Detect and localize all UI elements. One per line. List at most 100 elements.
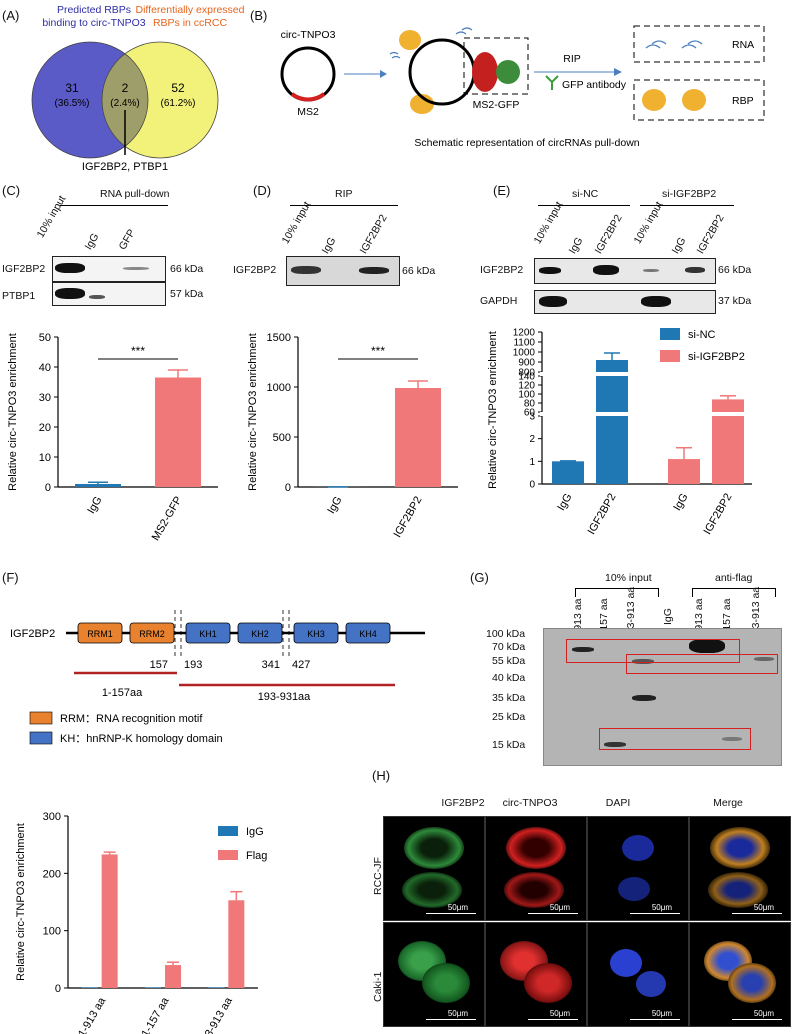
bar (165, 965, 181, 988)
y-tick-label: 1100 (513, 338, 535, 349)
ms2-protein (472, 52, 498, 92)
scale-bar-label: 50μm (753, 903, 774, 912)
chart-d-rip: 0 500 1000 1500 Relative circ-TNPO3 enrichme… (247, 332, 458, 540)
legend-label: si-NC (688, 329, 716, 341)
blot-row-label: IGF2BP2 (233, 264, 277, 276)
rna-fragment-icon (389, 51, 401, 59)
lane-label: 10% input (531, 199, 566, 246)
rna-fragment-icon (645, 40, 703, 49)
x-tick-label: IGF2BP2 (586, 492, 619, 537)
kda-marker: 66 kDa (170, 263, 204, 275)
column-header: Merge (713, 797, 743, 809)
lane-label: IgG (566, 235, 586, 256)
venn-left-count: 31 (65, 81, 79, 95)
y-tick-label: 120 (518, 381, 535, 392)
venn-shared-label: IGF2BP2, PTBP1 (82, 161, 168, 173)
y-tick-label: 60 (524, 408, 536, 419)
micro-rccjf-dapi: 50μm (587, 816, 689, 921)
y-tick-label: 300 (43, 811, 61, 823)
position-label: 157 (150, 659, 168, 671)
x-tick-label: MS2-GFP (150, 495, 185, 543)
y-tick-label: 10 (39, 452, 51, 464)
circ-tnpo3-label: circ-TNPO3 (281, 29, 336, 41)
axis-break (540, 372, 760, 376)
blot-row-label: IGF2BP2 (2, 263, 46, 275)
scale-bar-label: 50μm (651, 1009, 672, 1018)
y-tick-label: 0 (45, 482, 51, 494)
significance-label: *** (131, 344, 145, 358)
position-label: 193 (184, 659, 202, 671)
ms2gfp-label: MS2-GFP (473, 99, 520, 111)
micro-caki-circ: 50μm (485, 922, 587, 1027)
x-tick-label: IgG (671, 492, 690, 513)
y-tick-label: 3 (529, 412, 535, 423)
y-tick-label: 100 (43, 926, 61, 938)
legend-swatch (660, 350, 680, 362)
venn-right-title: Differentially expressed RBPs in ccRCC (135, 4, 245, 29)
axis-break (540, 412, 760, 416)
y-tick-label: 100 (518, 390, 535, 401)
group-label-anti-flag: anti-flag (715, 572, 753, 584)
micro-rccjf-merge: 50μm (689, 816, 791, 921)
rbp-label: RBP (732, 95, 754, 107)
legend-rrm-label: RRM：RNA recognition motif (60, 713, 203, 725)
column-header: DAPI (605, 797, 631, 809)
pulldown-header: RNA pull-down (100, 188, 170, 200)
lane-label: IgG (662, 608, 674, 625)
panel-label-d: (D) (253, 183, 272, 198)
legend-label: si-IGF2BP2 (688, 351, 745, 363)
panel-label-b: (B) (250, 8, 268, 23)
blot-e-gapdh (534, 290, 716, 314)
legend-swatch (218, 850, 238, 860)
arrow-2 (614, 68, 622, 76)
blot-rip-igf2bp2 (286, 256, 400, 286)
panel-label-h: (H) (372, 768, 391, 783)
domain-kh2 (237, 622, 283, 644)
panel-label-g: (G) (470, 570, 489, 585)
scale-bar-label: 50μm (447, 903, 468, 912)
lane-label: IgG (319, 235, 339, 256)
ms2-label: MS2 (297, 106, 319, 118)
y-tick-label: 0 (55, 983, 61, 995)
y-tick-label: 80 (524, 399, 536, 410)
kda-marker: 100 kDa (486, 628, 526, 640)
venn-mid-pct: (2.4%) (110, 98, 139, 109)
x-tick-label: IgG (85, 495, 104, 516)
domain-kh1 (185, 622, 231, 644)
kda-marker: 15 kDa (492, 739, 526, 751)
y-axis-label: Relative circ-TNPO3 enrichment (7, 333, 19, 491)
gel-image (543, 628, 782, 766)
bar (596, 360, 628, 484)
y-tick-label: 1500 (267, 332, 291, 344)
y-tick-label: 30 (39, 392, 51, 404)
ms2-tag (290, 92, 326, 102)
panel-label-a: (A) (2, 8, 20, 23)
lane-label: IGF2BP2 (357, 212, 390, 256)
chart-c-rna-pulldown: 0 10 20 30 40 50 Relative circ-TNPO3 enrichmen… (7, 332, 218, 543)
panel-label-f: (F) (2, 570, 19, 585)
y-tick-label: 500 (273, 432, 291, 444)
significance-label: *** (371, 344, 385, 358)
venn-left-pct: (36.5%) (54, 98, 89, 109)
blot-ptbp1 (52, 282, 166, 306)
domain-label: KH3 (307, 629, 325, 639)
blot-e-igf2bp2 (534, 258, 716, 284)
domain-kh3 (293, 622, 339, 644)
lane-label: 10% input (631, 199, 666, 246)
antibody-icon (545, 75, 559, 90)
scale-bar-label: 50μm (549, 903, 570, 912)
lane-label: GFP (116, 227, 138, 252)
venn-diagram: 31 (36.5%) 2 (2.4%) 52 (61.2%) IGF2BP2, … (31, 41, 219, 173)
x-tick-label: IgG (325, 495, 344, 516)
domain-kh4 (345, 622, 391, 644)
bar (668, 459, 700, 484)
micro-rccjf-circ: 50μm (485, 816, 587, 921)
panel-label-c: (C) (2, 183, 21, 198)
bar (101, 854, 118, 988)
rna-box (633, 25, 765, 63)
legend-kh-swatch (29, 731, 53, 745)
bar (208, 987, 225, 988)
rbp-blob (682, 89, 706, 111)
column-header: IGF2BP2 (441, 797, 485, 809)
